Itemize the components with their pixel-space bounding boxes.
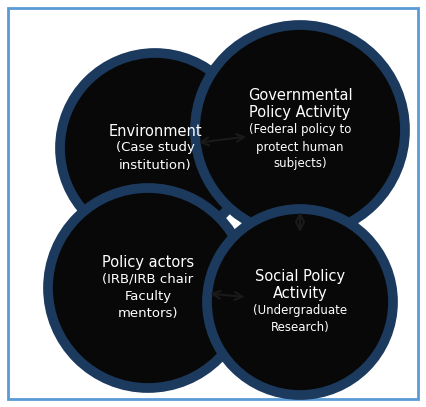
Text: Social Policy: Social Policy xyxy=(255,269,345,284)
Text: (Case study: (Case study xyxy=(115,142,194,155)
Text: protect human: protect human xyxy=(256,140,344,153)
Text: (IRB/IRB chair: (IRB/IRB chair xyxy=(102,273,193,286)
Text: Research): Research) xyxy=(271,321,329,334)
Text: Policy Activity: Policy Activity xyxy=(249,105,351,120)
Text: (Federal policy to: (Federal policy to xyxy=(249,123,351,136)
Text: institution): institution) xyxy=(119,158,191,171)
Text: Policy actors: Policy actors xyxy=(102,255,194,270)
Circle shape xyxy=(195,25,405,235)
Text: Governmental: Governmental xyxy=(248,88,352,103)
Text: (Undergraduate: (Undergraduate xyxy=(253,304,347,317)
Text: Environment: Environment xyxy=(108,123,202,138)
Circle shape xyxy=(60,53,250,243)
Text: mentors): mentors) xyxy=(118,307,178,320)
Text: Faculty: Faculty xyxy=(124,290,172,303)
Text: subjects): subjects) xyxy=(273,158,327,171)
Text: Activity: Activity xyxy=(273,286,327,301)
Circle shape xyxy=(48,188,248,388)
Circle shape xyxy=(207,209,393,395)
